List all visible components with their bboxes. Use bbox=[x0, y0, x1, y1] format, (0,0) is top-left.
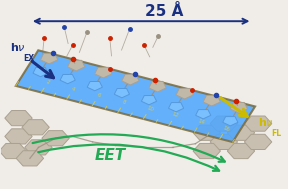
Polygon shape bbox=[33, 67, 48, 77]
Polygon shape bbox=[227, 125, 255, 140]
Text: h$\nu$: h$\nu$ bbox=[258, 116, 274, 128]
Polygon shape bbox=[95, 67, 112, 78]
Text: 16: 16 bbox=[222, 125, 230, 132]
Polygon shape bbox=[168, 103, 184, 112]
Text: 25 Å: 25 Å bbox=[145, 4, 183, 19]
Polygon shape bbox=[5, 129, 32, 144]
Polygon shape bbox=[210, 134, 238, 149]
Polygon shape bbox=[42, 131, 69, 146]
Polygon shape bbox=[230, 102, 248, 113]
Polygon shape bbox=[210, 116, 238, 131]
Polygon shape bbox=[196, 110, 211, 119]
Text: 10: 10 bbox=[146, 105, 154, 112]
FancyArrowPatch shape bbox=[33, 134, 225, 162]
Polygon shape bbox=[40, 53, 58, 64]
Polygon shape bbox=[193, 125, 220, 140]
Text: h$\nu$: h$\nu$ bbox=[10, 41, 26, 53]
Polygon shape bbox=[68, 60, 85, 71]
Text: 12: 12 bbox=[171, 112, 179, 119]
Polygon shape bbox=[223, 117, 238, 126]
FancyArrowPatch shape bbox=[38, 144, 219, 171]
Polygon shape bbox=[16, 151, 43, 166]
Polygon shape bbox=[87, 81, 102, 91]
Polygon shape bbox=[16, 50, 255, 142]
Text: 6: 6 bbox=[96, 93, 101, 98]
Polygon shape bbox=[22, 120, 49, 135]
Text: EX: EX bbox=[23, 54, 34, 63]
Polygon shape bbox=[193, 143, 220, 159]
Polygon shape bbox=[60, 74, 75, 84]
Polygon shape bbox=[176, 88, 193, 99]
Text: EET: EET bbox=[94, 148, 125, 163]
Polygon shape bbox=[5, 111, 32, 126]
Polygon shape bbox=[0, 143, 26, 159]
Polygon shape bbox=[149, 81, 166, 92]
Text: 14: 14 bbox=[197, 118, 205, 126]
Polygon shape bbox=[114, 88, 130, 98]
Polygon shape bbox=[227, 143, 255, 159]
Text: 4: 4 bbox=[71, 86, 76, 92]
Polygon shape bbox=[141, 96, 157, 105]
Text: 2: 2 bbox=[45, 79, 50, 85]
Polygon shape bbox=[25, 140, 52, 155]
Text: FL: FL bbox=[271, 129, 281, 138]
Text: 8: 8 bbox=[122, 99, 127, 105]
Polygon shape bbox=[245, 116, 272, 131]
Polygon shape bbox=[122, 74, 139, 85]
Polygon shape bbox=[203, 95, 220, 106]
Polygon shape bbox=[245, 134, 272, 149]
